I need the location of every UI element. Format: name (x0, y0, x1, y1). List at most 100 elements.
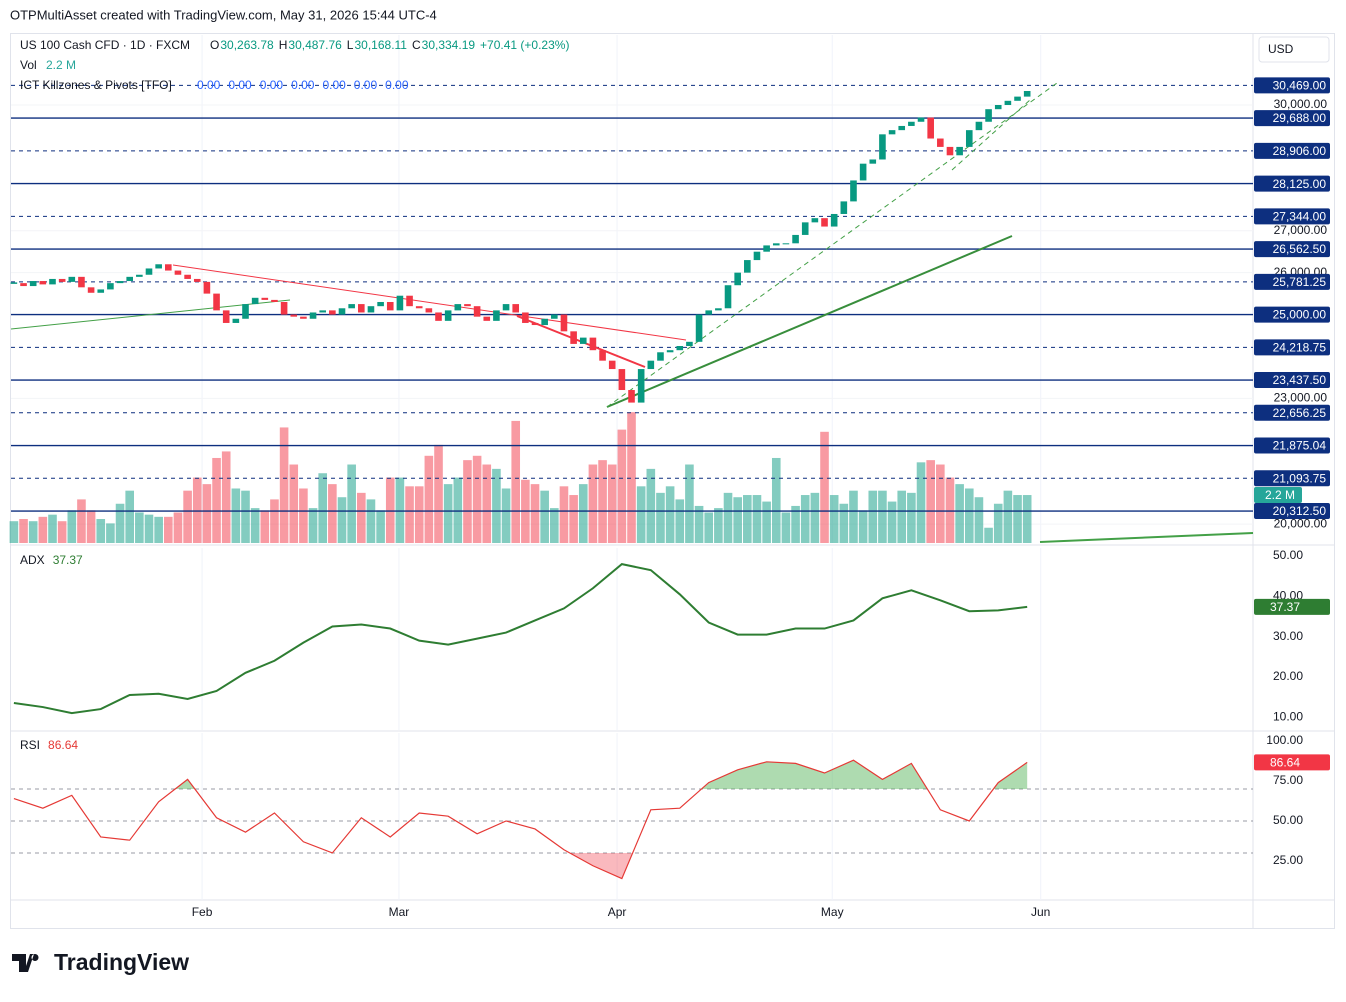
x-tick-label: Mar (389, 905, 410, 919)
candle (608, 360, 616, 370)
volume-bar (839, 503, 849, 543)
volume-bar (685, 464, 694, 543)
ohlc-value: 30,263.78 (220, 38, 274, 52)
volume-value: 2.2 M (46, 58, 76, 72)
candle (628, 390, 635, 403)
candle (300, 316, 307, 319)
volume-bar (357, 492, 366, 543)
volume-bar (328, 484, 337, 543)
currency-box[interactable] (1258, 36, 1330, 63)
candle (290, 314, 298, 317)
candle (425, 308, 433, 313)
levels (11, 84, 1253, 512)
trend-line (606, 235, 1013, 408)
candle (763, 245, 770, 252)
volume-bar (984, 527, 993, 543)
volume-bar (1022, 495, 1032, 543)
volume-bar (472, 455, 482, 543)
level-label: 28,906.00 (1273, 144, 1327, 158)
volume-bar (38, 516, 48, 543)
candle (946, 146, 954, 156)
volume-bar (617, 429, 627, 543)
candle (937, 138, 944, 147)
volume-bar (694, 505, 704, 543)
candle (68, 276, 76, 282)
volume-bar (482, 464, 492, 543)
candle (435, 312, 442, 321)
volume-bar (675, 499, 685, 543)
candle (174, 270, 182, 275)
x-tick-label: Jun (1031, 905, 1050, 919)
candle (579, 337, 587, 344)
candle (126, 276, 133, 282)
volume-bar (395, 477, 405, 543)
y-tick-label: 75.00 (1273, 773, 1303, 787)
volume-bar (405, 486, 414, 543)
volume-bar (28, 521, 38, 543)
volume-bar (183, 490, 192, 543)
candle (859, 163, 867, 181)
indicators (13, 563, 1028, 880)
candle (145, 268, 153, 275)
level-tag (1254, 241, 1330, 258)
candle (58, 278, 66, 282)
volume-bar (743, 495, 752, 543)
candle (850, 180, 857, 202)
candle (184, 274, 191, 279)
level-tag (1254, 503, 1330, 520)
candle (734, 272, 741, 286)
ohlc-key: C (412, 38, 421, 52)
candle (242, 304, 249, 319)
candle (473, 306, 481, 317)
y-tick-label: 100.00 (1266, 733, 1303, 747)
ohlc-key: L (347, 38, 354, 52)
volume-bar (858, 510, 868, 543)
y-tick-label: 27,000.00 (1274, 223, 1328, 237)
candle (493, 310, 500, 321)
volume-bar (443, 484, 453, 543)
volume-bar (144, 514, 154, 543)
chart-frame (10, 33, 1335, 929)
candle (251, 297, 259, 305)
volume-name: Vol (20, 58, 37, 72)
indicator-name: ICT Killzones & Pivots [TFO] (20, 78, 172, 92)
volume-bar (347, 464, 356, 543)
last-value-label: 37.37 (1270, 600, 1300, 614)
volume-bar (1013, 495, 1022, 543)
indicator-value: 0.00 (228, 78, 252, 92)
volume-bar (250, 508, 260, 543)
candle (927, 117, 934, 139)
indicator-line (13, 563, 1028, 715)
volume-bar (540, 490, 549, 543)
candle (20, 283, 27, 287)
rsi-overbought-fill (175, 760, 1028, 789)
candle (570, 331, 577, 344)
volume-bar (781, 512, 791, 543)
trend-channel (606, 82, 1058, 408)
ohlc-key: H (279, 38, 288, 52)
x-tick-label: Apr (608, 905, 627, 919)
candle (1014, 96, 1021, 101)
candle (39, 281, 47, 285)
volume-bar (849, 490, 858, 543)
candle (965, 130, 973, 147)
y-tick-label: 23,000.00 (1274, 391, 1328, 405)
indicator-value: 0.00 (291, 78, 315, 92)
candle (483, 316, 491, 321)
volume-bar (164, 516, 173, 543)
candle (551, 314, 558, 319)
level-tag (1254, 77, 1330, 94)
rsi-oversold-fill (569, 852, 633, 879)
candle (271, 299, 278, 302)
volume-bar (665, 486, 675, 543)
volume-bar (67, 510, 77, 543)
last-value-tag (1254, 598, 1330, 615)
volume-bar (434, 444, 443, 543)
volume-bar (511, 420, 521, 543)
volume-bar (492, 468, 501, 543)
volume-bar (993, 503, 1003, 543)
candle (87, 287, 95, 293)
volume-bar (559, 486, 569, 543)
volume-bar (945, 477, 955, 543)
volume-bar (221, 451, 231, 543)
